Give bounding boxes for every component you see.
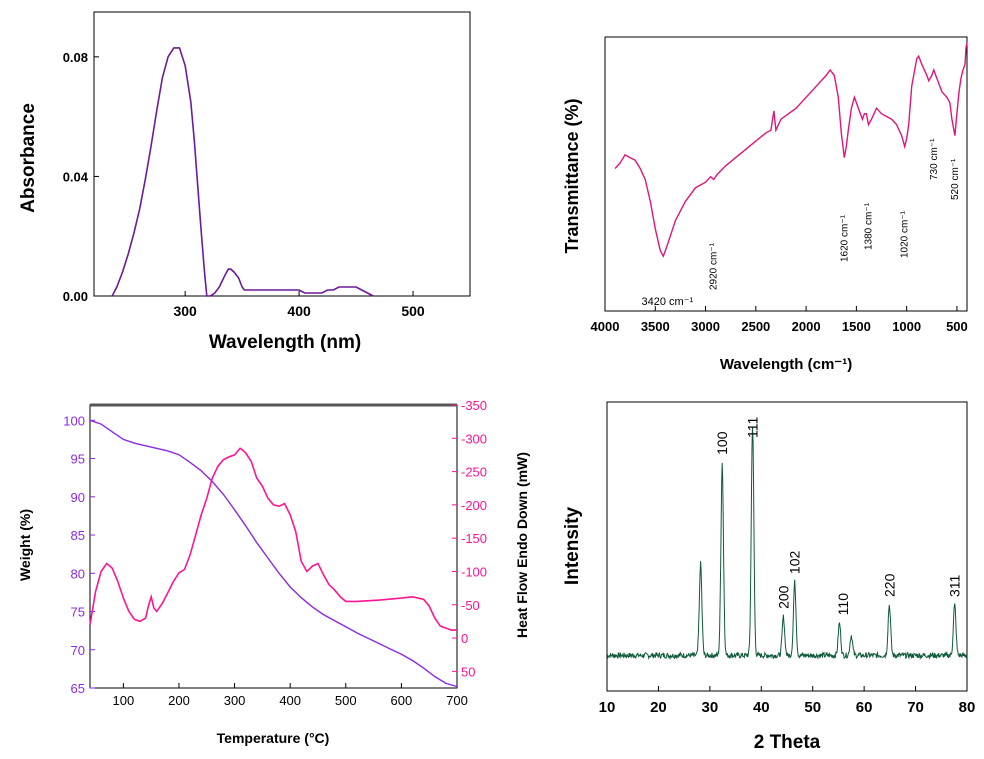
panel-tga-frame bbox=[89, 404, 458, 689]
uv-xtick-label: 500 bbox=[401, 303, 425, 319]
ftir-transmittance-line bbox=[614, 42, 968, 258]
tga-xtick-label: 300 bbox=[224, 693, 246, 708]
xrd-xtick-label: 80 bbox=[959, 699, 976, 716]
xrd-peak-label: 110 bbox=[835, 593, 851, 616]
ftir-annotation: 1620 cm⁻¹ bbox=[839, 214, 850, 262]
ftir-xtick-label: 3500 bbox=[641, 319, 670, 334]
panel-xrd-frame bbox=[606, 401, 968, 692]
tga-y2tick-label: -250 bbox=[461, 465, 487, 480]
xrd-ylabel: Intensity bbox=[562, 507, 583, 586]
tga-y2tick-label: 0 bbox=[461, 631, 468, 646]
xrd-pattern-line bbox=[606, 426, 968, 661]
ftir-xtick-label: 1500 bbox=[842, 319, 871, 334]
xrd-xtick-label: 30 bbox=[702, 699, 719, 716]
uv-ylabel: Absorbance bbox=[18, 103, 39, 213]
xrd-peak-label: 102 bbox=[787, 550, 803, 574]
ftir-annotation: 520 cm⁻¹ bbox=[950, 158, 961, 200]
tga-y2tick-label: -150 bbox=[461, 531, 487, 546]
xrd-xtick-label: 70 bbox=[907, 699, 924, 716]
tga-ytick-label: 95 bbox=[71, 452, 85, 467]
tga-y2tick-label: -100 bbox=[461, 564, 487, 579]
ftir-annotation: 3420 cm⁻¹ bbox=[641, 296, 693, 308]
panel-uv-frame bbox=[93, 11, 471, 297]
tga-ylabel: Weight (%) bbox=[17, 509, 33, 581]
ftir-xtick-label: 4000 bbox=[591, 319, 620, 334]
xrd-xtick-label: 60 bbox=[856, 699, 873, 716]
xrd-xlabel: 2 Theta bbox=[754, 732, 821, 753]
tga-heatflow-line bbox=[89, 447, 457, 631]
tga-ytick-label: 75 bbox=[71, 605, 85, 620]
ftir-xlabel: Wavelength (cm⁻¹) bbox=[720, 356, 852, 373]
xrd-xtick-label: 20 bbox=[650, 699, 667, 716]
tga-ytick-label: 80 bbox=[71, 566, 85, 581]
tga-xtick-label: 100 bbox=[113, 693, 135, 708]
ftir-xtick-label: 2000 bbox=[792, 319, 821, 334]
uv-xtick-label: 400 bbox=[287, 303, 311, 319]
tga-ytick-label: 65 bbox=[71, 681, 85, 696]
tga-y2tick-label: -50 bbox=[461, 598, 480, 613]
tga-y2tick-label: -350 bbox=[461, 398, 487, 413]
tga-xtick-label: 400 bbox=[279, 693, 301, 708]
tga-xlabel: Temperature (°C) bbox=[217, 730, 330, 746]
xrd-peak-label: 100 bbox=[714, 431, 730, 455]
tga-ytick-label: 85 bbox=[71, 528, 85, 543]
uv-xlabel: Wavelength (nm) bbox=[209, 332, 361, 353]
uv-ytick-label: 0.00 bbox=[63, 289, 88, 304]
ftir-annotation: 1020 cm⁻¹ bbox=[900, 210, 911, 258]
xrd-xtick-label: 50 bbox=[804, 699, 821, 716]
tga-ytick-label: 90 bbox=[71, 490, 85, 505]
panel-tga-dsc: Weight (%) Heat Flow Endo Down (mW) Temp… bbox=[17, 398, 530, 746]
tga-y2label: Heat Flow Endo Down (mW) bbox=[514, 452, 530, 638]
xrd-peak-label: 220 bbox=[881, 573, 897, 597]
ftir-annotation: 2920 cm⁻¹ bbox=[709, 242, 720, 290]
uv-absorbance-line bbox=[111, 47, 374, 297]
ftir-ylabel: Transmittance (%) bbox=[562, 98, 582, 253]
ftir-annotation: 1380 cm⁻¹ bbox=[863, 202, 874, 250]
tga-ytick-label: 100 bbox=[63, 413, 85, 428]
ftir-xtick-label: 1000 bbox=[892, 319, 921, 334]
panel-ftir-frame bbox=[604, 36, 968, 312]
xrd-peak-label: 311 bbox=[947, 574, 963, 597]
uv-ytick-label: 0.04 bbox=[63, 169, 89, 184]
ftir-annotation: 730 cm⁻¹ bbox=[929, 138, 940, 180]
ftir-xtick-label: 3000 bbox=[691, 319, 720, 334]
tga-xtick-label: 600 bbox=[391, 693, 413, 708]
tga-ytick-label: 70 bbox=[71, 643, 85, 658]
ftir-xtick-label: 500 bbox=[946, 319, 968, 334]
xrd-peak-label: 200 bbox=[775, 585, 791, 609]
tga-y2tick-label: 50 bbox=[461, 664, 475, 679]
tga-xtick-label: 500 bbox=[335, 693, 357, 708]
uv-ytick-label: 0.08 bbox=[63, 50, 88, 65]
panel-uv-vis: Absorbance Wavelength (nm) 300 400 500 0.00… bbox=[18, 11, 471, 353]
tga-y2tick-label: -200 bbox=[461, 498, 487, 513]
tga-xtick-label: 700 bbox=[446, 693, 468, 708]
tga-y2tick-label: -300 bbox=[461, 431, 487, 446]
tga-xtick-label: 200 bbox=[168, 693, 190, 708]
xrd-xtick-label: 40 bbox=[753, 699, 770, 716]
panel-xrd: Intensity 2 Theta 10 20 30 40 50 60 70 80 100 111… bbox=[562, 401, 976, 753]
xrd-peak-label: 111 bbox=[745, 417, 761, 438]
uv-xtick-label: 300 bbox=[173, 303, 197, 319]
ftir-xtick-label: 2500 bbox=[741, 319, 770, 334]
tga-weight-line bbox=[89, 419, 458, 688]
xrd-xtick-label: 10 bbox=[599, 699, 616, 716]
panel-ftir: Transmittance (%) Wavelength (cm⁻¹) 4000… bbox=[562, 36, 968, 373]
